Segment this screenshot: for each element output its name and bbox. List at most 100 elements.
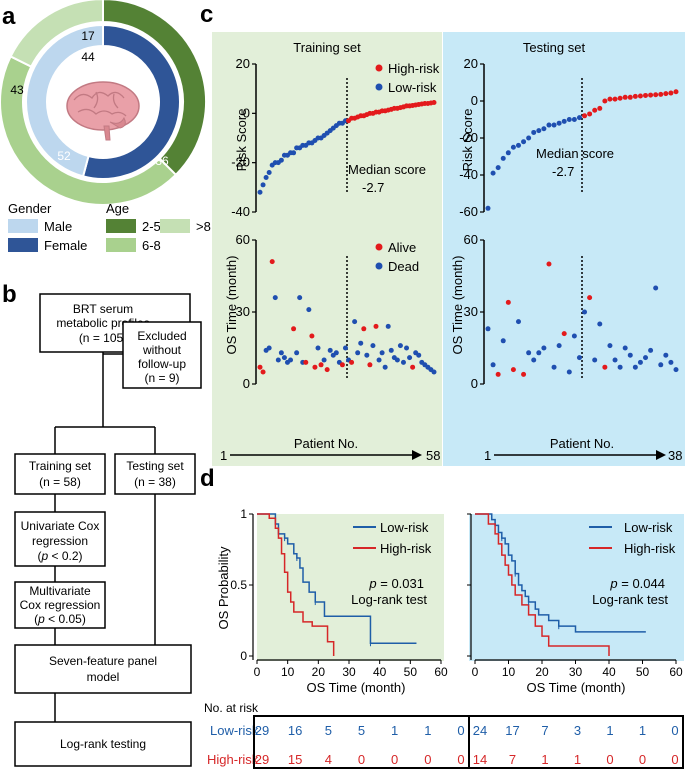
km-test-x-tick-label: 20 <box>535 665 549 679</box>
train-risk-point <box>291 150 297 156</box>
train-risk-point <box>266 170 272 176</box>
train-os-dead-point <box>333 350 339 356</box>
train-patient-axis: 1 58 Patient No. <box>220 436 440 463</box>
km-train-x-tick-label: 30 <box>342 665 356 679</box>
km-y-axis-label: OS Probability <box>216 546 231 630</box>
risk-table-train-high-cell: 0 <box>358 752 365 767</box>
test-risk-point <box>663 91 669 97</box>
test-risk-point <box>582 113 588 119</box>
donut-slice-female <box>81 23 181 180</box>
test-os-dead-point <box>663 352 669 358</box>
train-os-dead-point <box>407 355 413 361</box>
test-risk-point <box>571 117 577 122</box>
legend-age-6-8-label: 6-8 <box>142 238 161 253</box>
test-patient-end: 38 <box>668 448 682 463</box>
km-train-legend: Low-risk High-risk p = 0.031 Log-rank te… <box>351 520 432 607</box>
train-os-dead-point <box>379 350 385 356</box>
risk-table-train-high-cell: 29 <box>255 752 269 767</box>
km-train-x-tick-label: 20 <box>312 665 326 679</box>
train-os-dead-point <box>281 355 287 361</box>
flow-training-line1: Training set <box>29 459 92 473</box>
test-os-alive-point <box>587 295 593 301</box>
label-age-2-5: 36 <box>155 154 169 168</box>
train-os-dead-point <box>278 350 284 356</box>
train-os-tick-label: 30 <box>236 304 250 319</box>
km-test-x-axis-label: OS Time (month) <box>527 680 626 695</box>
flow-logrank-label: Log-rank testing <box>60 737 146 751</box>
train-os-dead-point <box>294 350 300 356</box>
test-risk-point <box>617 95 623 101</box>
test-os-alive-point <box>546 261 552 267</box>
risk-table-low-label: Low-risk <box>210 723 259 738</box>
panel-label-a: a <box>2 3 16 30</box>
train-patient-end: 58 <box>426 448 440 463</box>
flow-testing-line1: Testing set <box>126 459 184 473</box>
test-median-value: -2.7 <box>552 164 574 179</box>
risk-table: 29 16 5 5 1 1 0 29 15 4 0 0 0 0 24 17 7 3 1 1 0 14 7 1 1 0 0 0 <box>255 723 679 767</box>
train-os-axis-label: OS Time (month) <box>224 256 239 355</box>
risk-table-train-low-cell: 1 <box>424 723 431 738</box>
km-test-x-tick-label: 10 <box>502 665 516 679</box>
risk-table-test-high-cell: 0 <box>639 752 646 767</box>
train-os-dead-point <box>297 295 303 301</box>
flow-multivariate-line1: Multivariate <box>29 584 91 598</box>
test-risk-tick-label: -60 <box>459 204 478 219</box>
test-os-dead-point <box>673 367 679 373</box>
test-os-dead-point <box>617 364 623 370</box>
train-os-dead-point <box>272 295 278 301</box>
train-os-alive-point <box>339 362 345 368</box>
testing-set-title: Testing set <box>523 40 586 55</box>
panel-label-b: b <box>2 281 17 308</box>
test-os-dead-point <box>485 326 491 332</box>
km-training-plot: 0 10 20 30 40 50 60 1 0.5 0 <box>230 507 448 679</box>
risk-table-test-low-cell: 17 <box>505 723 519 738</box>
training-os-time-plot: 60 30 0 <box>236 232 437 391</box>
train-os-dead-point <box>388 347 394 353</box>
km-test-legend-high: High-risk <box>624 541 676 556</box>
test-os-dead-point <box>627 352 633 358</box>
legend-age-6-8-swatch <box>106 238 136 252</box>
train-os-dead-point <box>394 357 400 363</box>
test-risk-point <box>510 144 516 150</box>
train-os-alive-point <box>260 369 266 375</box>
train-os-dead-point <box>364 352 370 358</box>
test-os-dead-point <box>531 357 537 363</box>
train-os-alive-point <box>324 367 330 373</box>
test-risk-point <box>526 135 532 141</box>
label-male: 44 <box>81 50 95 64</box>
train-os-dead-point <box>288 357 294 363</box>
test-risk-point <box>556 120 562 126</box>
train-risk-point <box>263 174 269 180</box>
legend-dead-label: Dead <box>388 259 419 274</box>
train-os-dead-point <box>416 352 422 358</box>
train-os-alive-point <box>410 364 416 370</box>
train-risk-tick-label: 20 <box>236 56 250 71</box>
legend-alive-label: Alive <box>388 240 416 255</box>
test-os-dead-point <box>637 359 643 365</box>
flow-profiles-line3: (n = 105) <box>79 331 127 345</box>
km-test-x-tick-label: 30 <box>569 665 583 679</box>
test-os-alive-point <box>495 371 501 377</box>
panel-a-donut: 17 44 43 52 36 <box>0 0 207 206</box>
test-os-alive-point <box>521 371 527 377</box>
km-train-x-tick-label: 0 <box>254 665 261 679</box>
risk-table-train-high-cell: 0 <box>391 752 398 767</box>
train-os-alive-point <box>309 333 315 339</box>
km-train-logrank: Log-rank test <box>351 592 427 607</box>
test-risk-point <box>627 94 633 100</box>
train-risk-tick-label: -20 <box>231 155 250 170</box>
test-os-dead-point <box>648 347 654 353</box>
risk-table-test-box <box>468 715 684 769</box>
risk-table-train-low-cell: 5 <box>358 723 365 738</box>
risk-table-train-low-cell: 5 <box>325 723 332 738</box>
flow-box-univariate <box>14 511 106 567</box>
test-risk-point <box>622 94 628 100</box>
legend-male-swatch <box>8 219 38 233</box>
train-os-alive-point <box>291 326 297 332</box>
test-risk-point <box>531 129 537 135</box>
flow-profiles-line1: BRT serum <box>73 302 133 316</box>
train-risk-point <box>431 99 437 105</box>
label-female: 52 <box>57 149 71 163</box>
train-risk-point <box>260 182 266 188</box>
